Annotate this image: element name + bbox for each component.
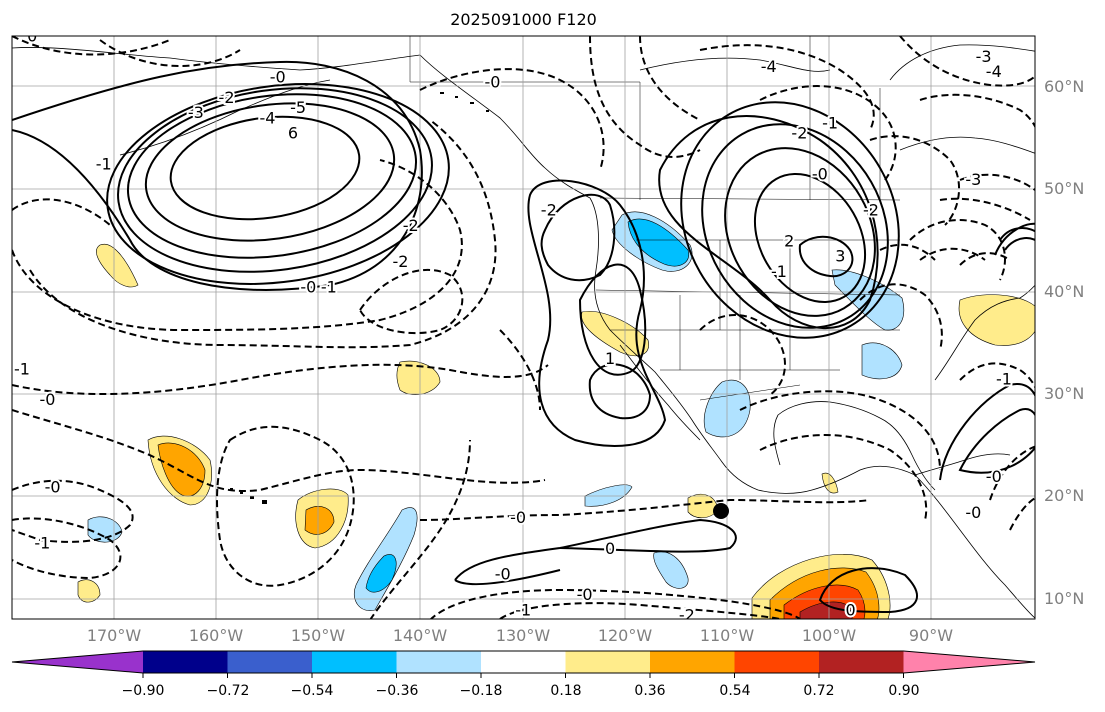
colorbar-tick-label: −0.36	[375, 683, 419, 699]
contour-label: -4	[986, 62, 1002, 81]
colorbar-swatch	[819, 651, 904, 673]
contour-label: 2	[784, 231, 794, 250]
colorbar-swatch	[227, 651, 313, 673]
coastlines	[12, 44, 1035, 619]
colorbar-swatch	[396, 651, 482, 673]
map-title: 2025091000 F120	[450, 10, 597, 29]
colorbar-tick-label: −0.18	[459, 683, 503, 699]
contour-label: -3	[965, 170, 981, 189]
colorbar-min-extension	[12, 651, 143, 673]
colorbar-tick-label: 0.18	[550, 683, 582, 699]
contour-label: -1	[515, 600, 531, 619]
colorbar-tick-label: 0.36	[634, 683, 666, 699]
contour-label: -2	[392, 252, 408, 271]
contour-label: -2	[219, 88, 235, 107]
contour-label: -1	[321, 277, 337, 296]
contour-label: -2	[791, 124, 807, 143]
lon-label-170w: 170°W	[86, 626, 142, 645]
contour-label: 0	[605, 539, 615, 558]
contour-label: -1	[14, 359, 30, 378]
contour-label: 6	[288, 124, 298, 143]
storm-marker	[713, 503, 729, 519]
contour-label: -2	[403, 216, 419, 235]
contour-label: -3	[188, 103, 204, 122]
contour-label: -1	[771, 262, 787, 281]
contour-label: -1	[96, 154, 112, 173]
negative-contours	[12, 36, 1035, 619]
colorbar-tick-label: 0.72	[803, 683, 835, 699]
map-frame	[11, 35, 1036, 620]
contour-label: 0	[27, 26, 37, 45]
political-borders	[409, 36, 901, 401]
contour-label: -0	[986, 467, 1002, 486]
colorbar	[11, 650, 1036, 678]
colorbar-max-extension	[903, 651, 1035, 673]
contour-label: -0	[965, 503, 981, 522]
contour-label: -0	[300, 277, 316, 296]
lon-label-130w: 130°W	[495, 626, 551, 645]
lon-label-100w: 100°W	[801, 626, 857, 645]
contour-label: -2	[541, 201, 557, 220]
colorbar-swatch	[481, 651, 566, 673]
lon-label-90w: 90°W	[908, 626, 954, 645]
lon-label-140w: 140°W	[392, 626, 448, 645]
lat-label-40n: 40°N	[1044, 282, 1085, 301]
lon-label-120w: 120°W	[597, 626, 653, 645]
lat-label-30n: 30°N	[1044, 384, 1085, 403]
contour-label: -2	[679, 605, 695, 624]
contour-label: -4	[761, 57, 777, 76]
graticule	[12, 36, 1035, 619]
lat-label-10n: 10°N	[1044, 589, 1085, 608]
contour-labels: 0-2-3-4-5-06-1-1-2-2-0-1-1-0-0-21-4-0-2-…	[12, 26, 1014, 624]
contour-label: -3	[976, 47, 992, 66]
colorbar-swatch	[650, 651, 735, 673]
lon-label-110w: 110°W	[699, 626, 755, 645]
contour-label: -0	[270, 67, 286, 86]
colorbar-swatch	[734, 651, 820, 673]
islands	[230, 92, 489, 504]
lat-label-60n: 60°N	[1044, 77, 1085, 96]
contour-label: -0	[485, 72, 501, 91]
lat-label-50n: 50°N	[1044, 179, 1085, 198]
contour-label: 1	[605, 349, 615, 368]
contour-label: -1	[996, 370, 1012, 389]
contour-label: -0	[577, 585, 593, 604]
contour-label: -1	[34, 534, 50, 553]
colorbar-swatch	[143, 651, 228, 673]
colorbar-tick-label: −0.54	[290, 683, 334, 699]
contour-label: -0	[40, 390, 56, 409]
contour-label: -4	[259, 108, 275, 127]
lat-label-20n: 20°N	[1044, 486, 1085, 505]
contour-label: -2	[863, 201, 879, 220]
colorbar-swatch	[565, 651, 651, 673]
contour-label: -0	[45, 477, 61, 496]
lon-label-150w: 150°W	[290, 626, 346, 645]
colorbar-tick-label: 0.54	[719, 683, 751, 699]
contour-label: -0	[510, 508, 526, 527]
positive-contours	[12, 60, 1035, 614]
contour-label: -0	[495, 564, 511, 583]
lon-label-160w: 160°W	[188, 626, 244, 645]
colorbar-tick-label: −0.90	[121, 683, 165, 699]
colorbar-tick-label: −0.72	[206, 683, 250, 699]
colorbar-swatch	[312, 651, 397, 673]
colorbar-tick-label: 0.90	[888, 683, 920, 699]
contour-label: -0	[812, 165, 828, 184]
contour-label: 0	[845, 600, 855, 619]
contour-label: -5	[290, 98, 306, 117]
contour-label: 3	[835, 247, 845, 266]
contour-label: -1	[822, 113, 838, 132]
